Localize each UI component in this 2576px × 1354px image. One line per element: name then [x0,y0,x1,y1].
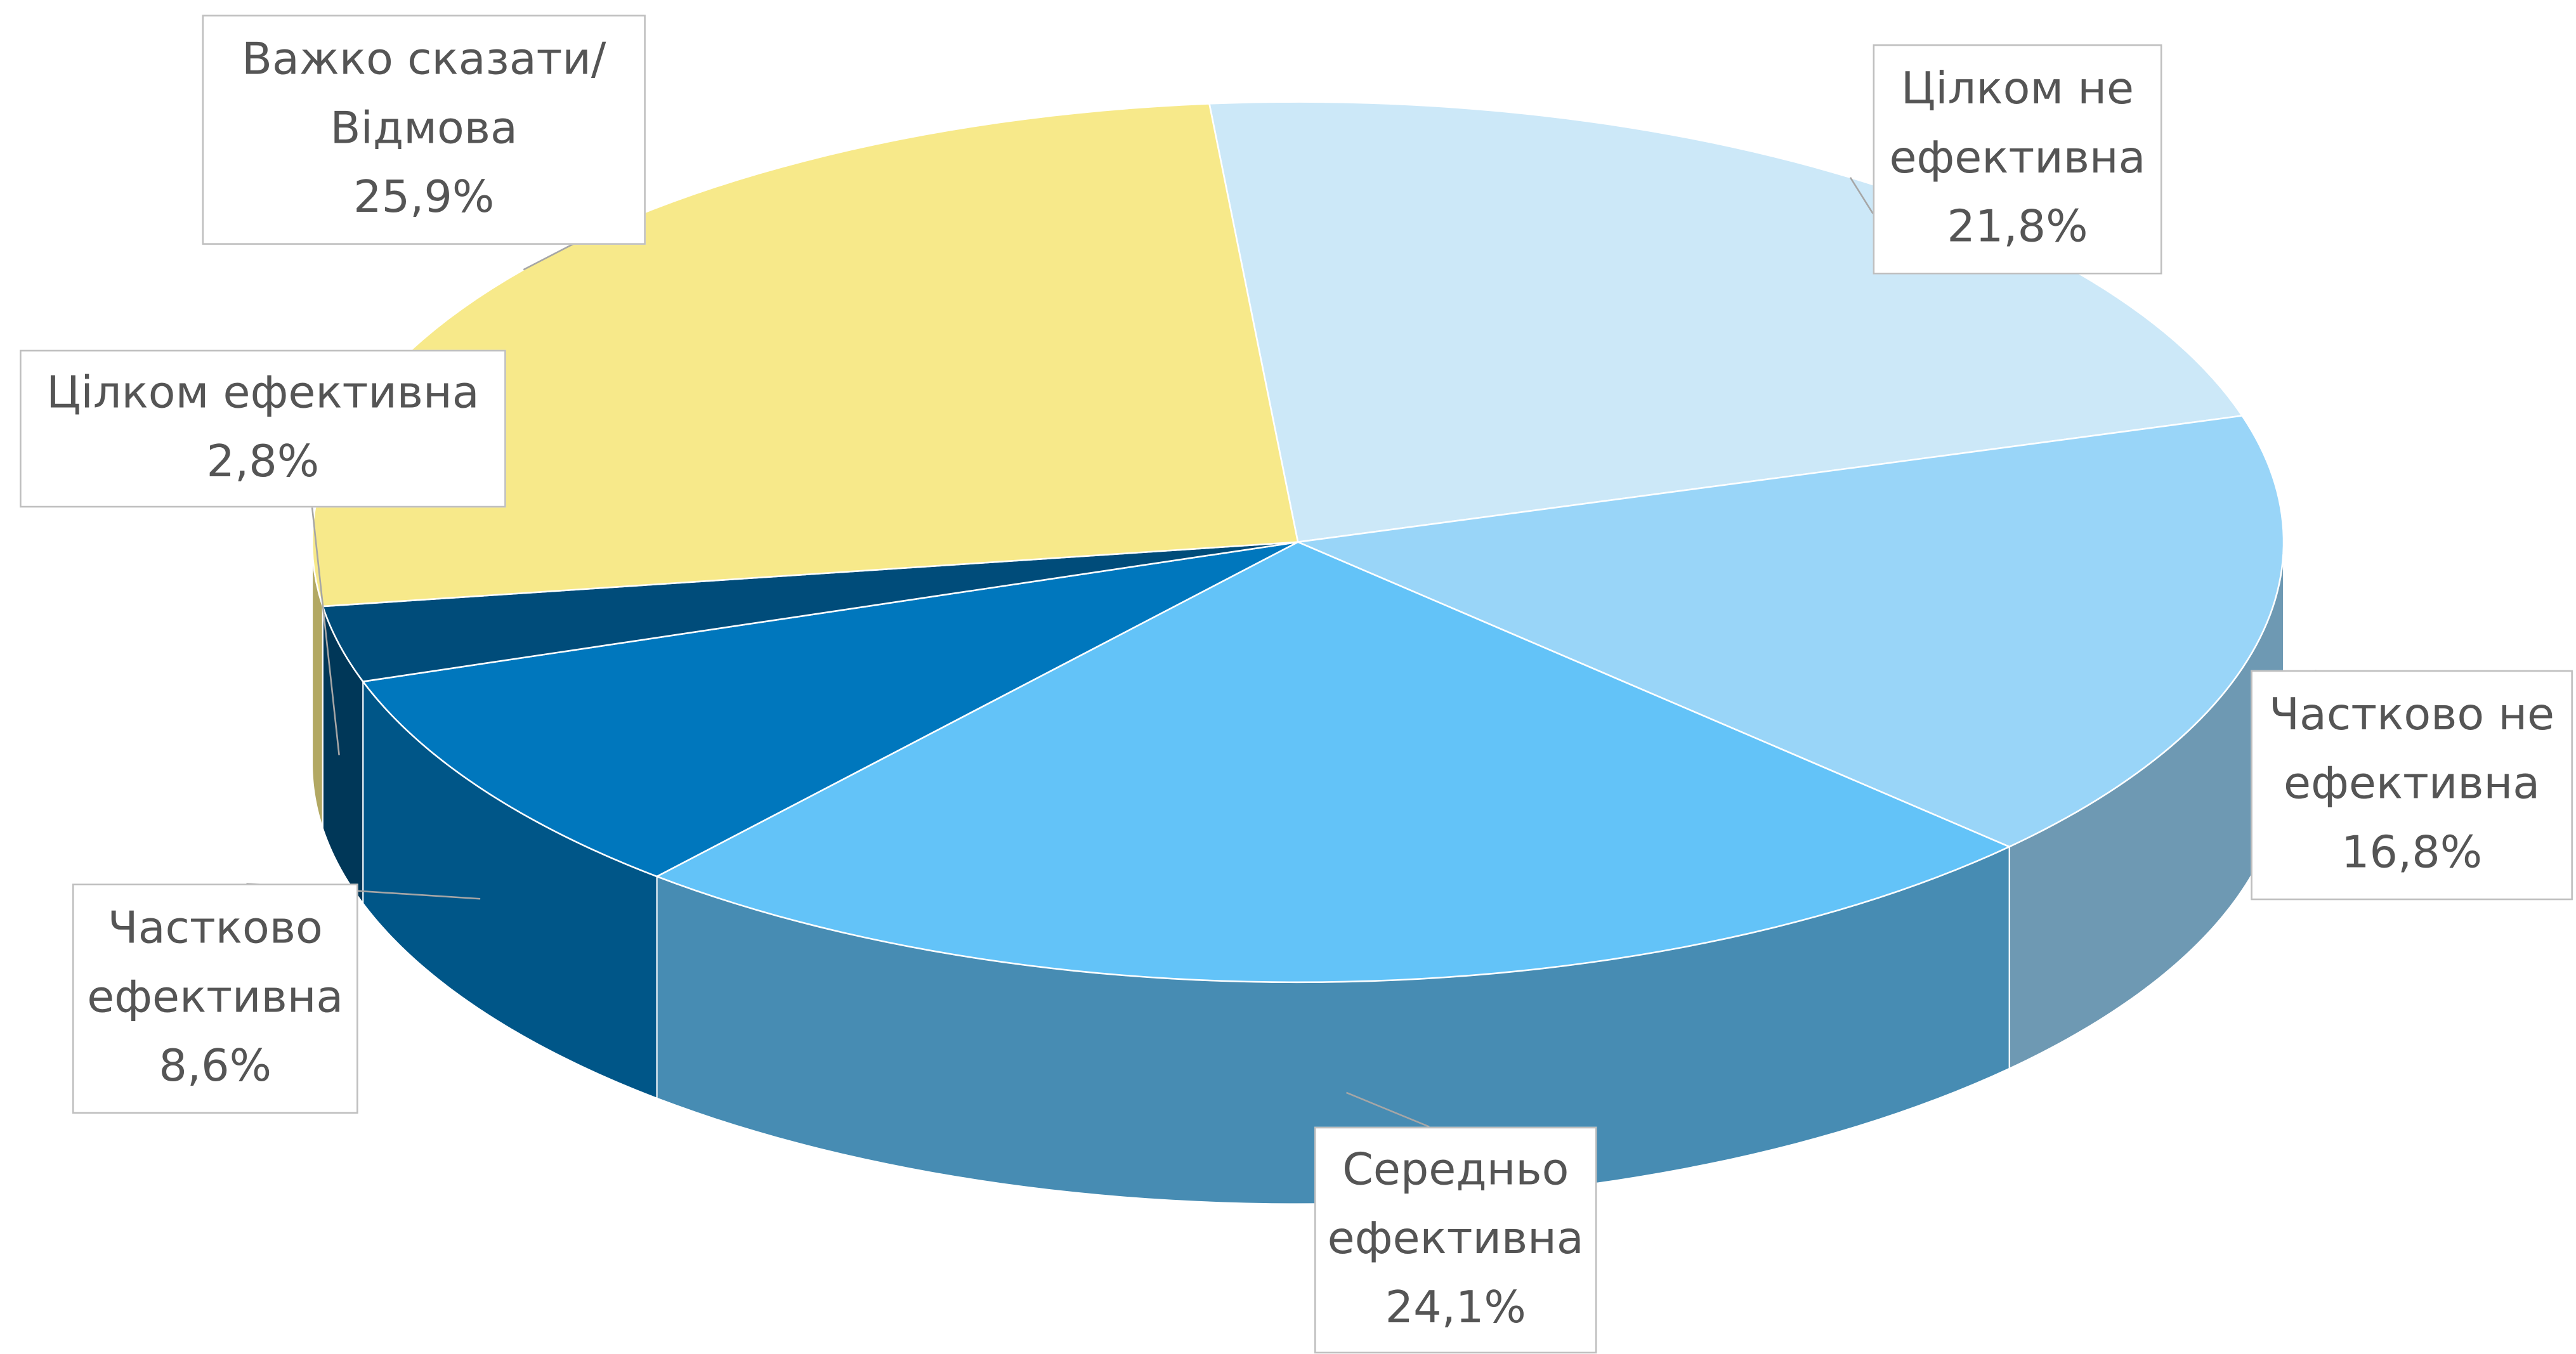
slice [321,541,1298,683]
value-label: 21,8% [1947,202,2088,253]
category-label: Важко сказати/Відмова [242,34,606,155]
category-label: Цілком не ефективна [1889,64,2146,185]
value-label: 25,9% [353,172,495,224]
value-label: 16,8% [2341,828,2483,879]
slice [655,541,2011,984]
leader-line [1849,177,1874,214]
category-label: Частково не ефективна [2269,690,2555,810]
category-label: Цілком ефективна [46,368,480,419]
value-label: 8,6% [159,1041,272,1093]
slice [361,541,1298,878]
data-label: Цілком не ефективна 21,8% [1873,44,2162,275]
data-label: Частково ефективна 8,6% [72,883,358,1114]
data-label: Важко сказати/Відмова 25,9% [202,15,646,245]
category-label: Частково ефективна [87,904,344,1024]
value-label: 24,1% [1385,1282,1526,1334]
data-label: Середньо ефективна 24,1% [1314,1126,1597,1354]
leader-line [1345,1091,1430,1128]
data-label: Цілком ефективна 2,8% [20,349,506,508]
side-walls [311,542,2285,1205]
top-faces [311,101,2285,984]
value-label: 2,8% [206,436,320,488]
data-label: Частково не ефективна 16,8% [2251,670,2573,901]
slice [1295,415,2285,848]
leader-line [311,507,340,755]
category-label: Середньо ефективна [1327,1145,1584,1265]
leader-line [523,242,576,271]
